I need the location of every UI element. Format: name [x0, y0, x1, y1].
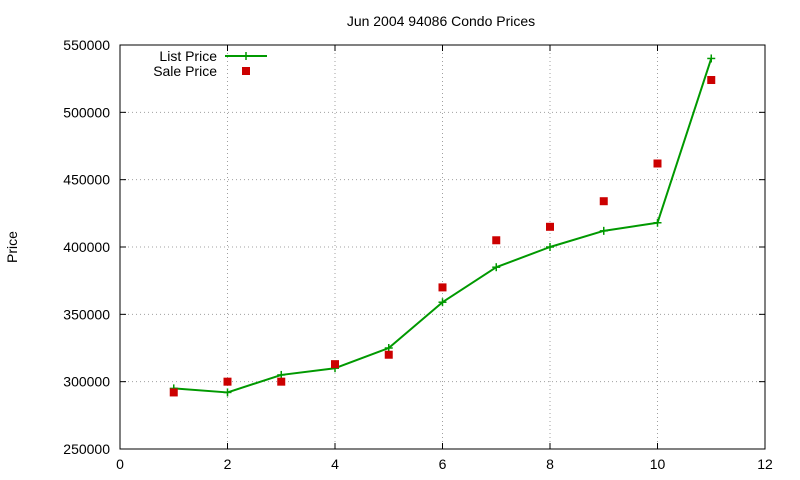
y-tick-label: 550000	[63, 37, 110, 53]
list-price-point	[599, 226, 608, 235]
y-tick-label: 400000	[63, 239, 110, 255]
x-tick-labels: 0 2 4 6 8 10 12	[116, 456, 773, 472]
x-tick-label: 12	[757, 456, 773, 472]
y-tick-label: 450000	[63, 172, 110, 188]
x-tick-label: 4	[331, 456, 339, 472]
sale-price-point	[599, 197, 608, 206]
sale-price-point	[169, 388, 178, 397]
y-tick-label: 500000	[63, 104, 110, 120]
sale-price-point	[707, 76, 716, 85]
y-tick-label: 300000	[63, 374, 110, 390]
x-tick-label: 2	[224, 456, 232, 472]
list-price-point	[653, 218, 662, 227]
legend-cross-swatch	[242, 52, 250, 60]
series-layer	[169, 54, 716, 397]
list-price-point	[384, 344, 393, 352]
x-tick-label: 6	[439, 456, 447, 472]
sale-price-point	[492, 236, 501, 245]
sale-price-point	[384, 350, 393, 359]
list-price-point	[492, 263, 501, 272]
list-price-point	[223, 388, 232, 397]
chart-title: Jun 2004 94086 Condo Prices	[347, 13, 535, 29]
grid-lines	[120, 45, 765, 449]
legend-label-0: List Price	[159, 48, 217, 64]
series-1	[169, 76, 716, 397]
sale-price-point	[653, 159, 662, 168]
list-price-point	[438, 298, 447, 307]
sale-price-point	[438, 283, 447, 292]
y-tick-labels: 250000 300000 350000 400000 450000 500000 5500…	[63, 37, 110, 457]
series-0	[169, 54, 716, 397]
x-tick-label: 0	[116, 456, 124, 472]
y-tick-label: 250000	[63, 441, 110, 457]
plot-frame	[119, 44, 766, 450]
sale-price-point	[331, 360, 339, 369]
sale-price-point	[546, 222, 554, 231]
list-price-point	[546, 243, 554, 251]
legend-square-swatch	[242, 67, 250, 75]
sale-price-point	[223, 377, 232, 386]
x-tick-label: 10	[650, 456, 666, 472]
y-tick-label: 350000	[63, 306, 110, 322]
legend-label-1: Sale Price	[153, 63, 217, 79]
y-axis-label: Price	[4, 231, 20, 263]
sale-price-point	[277, 377, 286, 386]
list-price-point	[277, 370, 286, 379]
list-price-point	[707, 54, 716, 63]
x-tick-label: 8	[546, 456, 554, 472]
